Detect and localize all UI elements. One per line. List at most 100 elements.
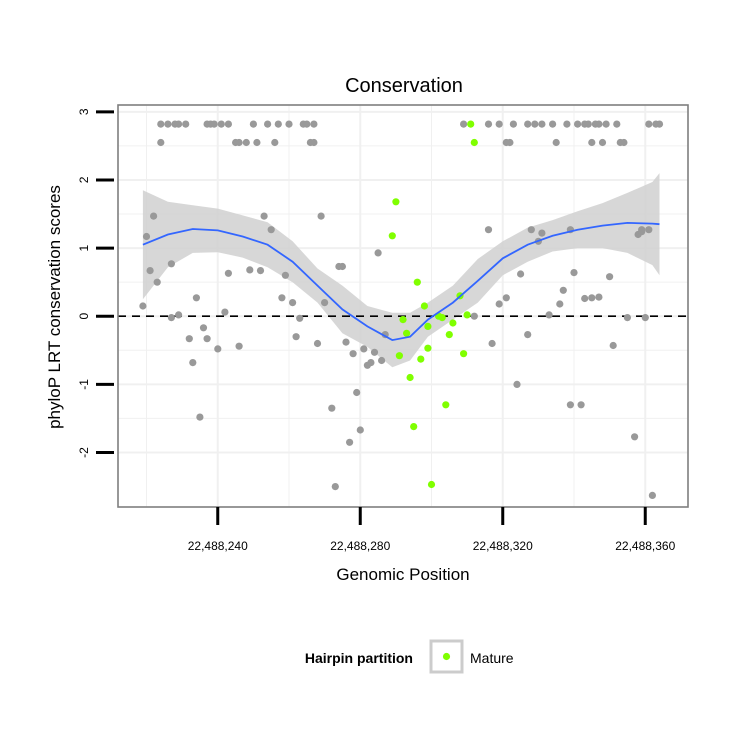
other-point [506,138,514,147]
y-tick-label: 3 [77,108,91,115]
plot-panel [117,104,689,508]
chart-title: Conservation [345,75,463,97]
other-point [620,138,628,147]
mature-point [413,278,421,286]
other-point [267,226,275,234]
other-point [310,120,318,128]
other-point [246,266,254,274]
other-point [645,226,653,234]
other-point [157,138,165,147]
x-tick-label: 22,488,280 [330,539,390,553]
mature-point [395,352,403,360]
other-point [189,359,197,367]
other-point [264,120,272,128]
other-point [153,278,161,286]
mature-point [460,350,468,358]
other-point [570,269,578,277]
other-point [531,120,539,128]
other-point [235,342,243,350]
other-point [185,335,193,343]
other-point [271,138,279,147]
y-tick-label: -2 [77,447,91,458]
panel-border [117,104,689,508]
other-point [513,380,521,388]
other-point [303,120,311,128]
other-point [196,413,204,421]
other-point [292,333,300,341]
other-point [224,269,232,277]
mature-point [392,198,400,206]
other-point [167,314,175,322]
other-point [648,491,657,499]
mature-point [424,344,432,352]
mature-point [470,138,478,147]
other-point [242,138,250,147]
other-point [484,120,493,128]
other-point [631,433,639,441]
other-point [588,138,596,147]
other-point [613,120,621,128]
other-point [602,120,610,128]
other-point [367,359,375,367]
other-point [175,311,183,319]
other-point [142,232,151,241]
other-point [606,273,614,281]
other-point [167,260,175,268]
other-point [509,120,517,128]
mature-point [438,314,446,322]
other-point [502,294,510,302]
other-point [470,312,478,320]
other-point [527,226,535,234]
other-point [210,120,218,128]
mature-point [442,401,450,409]
other-point [598,138,607,147]
y-tick-label: 2 [77,176,91,183]
other-point [581,294,589,303]
panel-background [118,105,688,507]
other-point [460,120,468,128]
other-point [260,212,268,220]
other-point [549,120,557,128]
other-point [253,138,261,147]
other-point [278,294,286,302]
y-tick-label: -1 [77,379,91,390]
mature-point [403,329,411,337]
other-point [609,341,617,350]
other-point [538,120,546,128]
other-point [328,404,336,412]
mature-point [445,331,453,339]
mature-point [420,302,428,310]
other-point [192,294,200,302]
other-point [157,120,165,128]
other-point [495,300,503,308]
other-point [235,138,243,147]
mature-point [467,120,475,128]
x-axis: 22,488,240 22,488,280 22,488,320 22,488,360 [188,507,676,553]
other-point [374,249,382,257]
mature-point [427,480,436,489]
other-point [559,286,567,294]
legend-label-mature: Mature [470,650,514,666]
other-point [338,262,346,271]
x-tick-label: 22,488,240 [188,539,248,553]
other-point [256,267,265,275]
other-point [281,271,289,279]
other-point [641,314,649,322]
other-point [249,120,257,128]
other-point [595,120,603,128]
other-point [331,483,339,491]
other-point [313,339,322,348]
other-point [556,300,564,308]
other-point [378,356,386,365]
other-point [566,401,575,409]
other-point [217,120,225,128]
other-point [274,120,282,128]
x-tick-label: 22,488,360 [615,539,675,553]
other-point [317,212,325,220]
other-point [146,267,154,275]
mature-point [388,232,396,240]
other-point [356,426,364,434]
other-point [488,339,496,348]
other-point [484,226,493,234]
mature-point [406,373,414,382]
